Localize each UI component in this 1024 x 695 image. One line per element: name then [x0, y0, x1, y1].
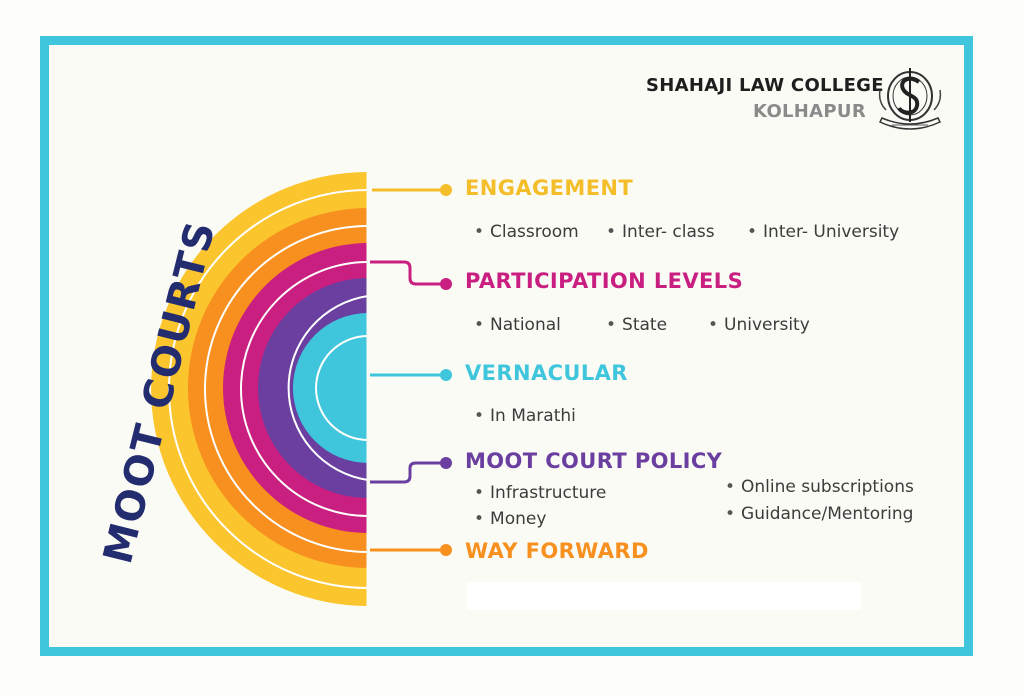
- connector-policy: [370, 461, 444, 484]
- heading-participation-levels: PARTICIPATION LEVELS: [465, 269, 744, 293]
- dot-vernacular: [440, 369, 452, 381]
- heading-vernacular: VERNACULAR: [465, 361, 628, 385]
- bullet-infrastructure: Infrastructure: [474, 483, 606, 503]
- bullet-classroom: Classroom: [474, 222, 579, 242]
- bullet-money: Money: [474, 509, 546, 529]
- dot-policy: [440, 457, 452, 469]
- connector-participation: [370, 260, 444, 286]
- college-name: SHAHAJI LAW COLLEGE: [646, 75, 884, 96]
- bullet-online-subscriptions: Online subscriptions: [725, 477, 914, 497]
- bullet-university: University: [708, 315, 810, 335]
- bullet-national: National: [474, 315, 561, 335]
- ring-cyan: [293, 313, 368, 463]
- bullet-in-marathi: In Marathi: [474, 406, 576, 426]
- dot-way-forward: [440, 544, 452, 556]
- heading-moot-court-policy: MOOT COURT POLICY: [465, 449, 723, 473]
- college-emblem-icon: [878, 68, 942, 130]
- blank-text-area: [466, 582, 862, 610]
- heading-way-forward: WAY FORWARD: [465, 539, 649, 563]
- bullet-inter-class: Inter- class: [606, 222, 715, 242]
- college-city: KOLHAPUR: [753, 101, 866, 122]
- dot-participation: [440, 278, 452, 290]
- dot-engagement: [440, 184, 452, 196]
- bullet-guidance-mentoring: Guidance/Mentoring: [725, 504, 913, 524]
- bullet-state: State: [606, 315, 667, 335]
- heading-engagement: ENGAGEMENT: [465, 176, 634, 200]
- bullet-inter-university: Inter- University: [747, 222, 899, 242]
